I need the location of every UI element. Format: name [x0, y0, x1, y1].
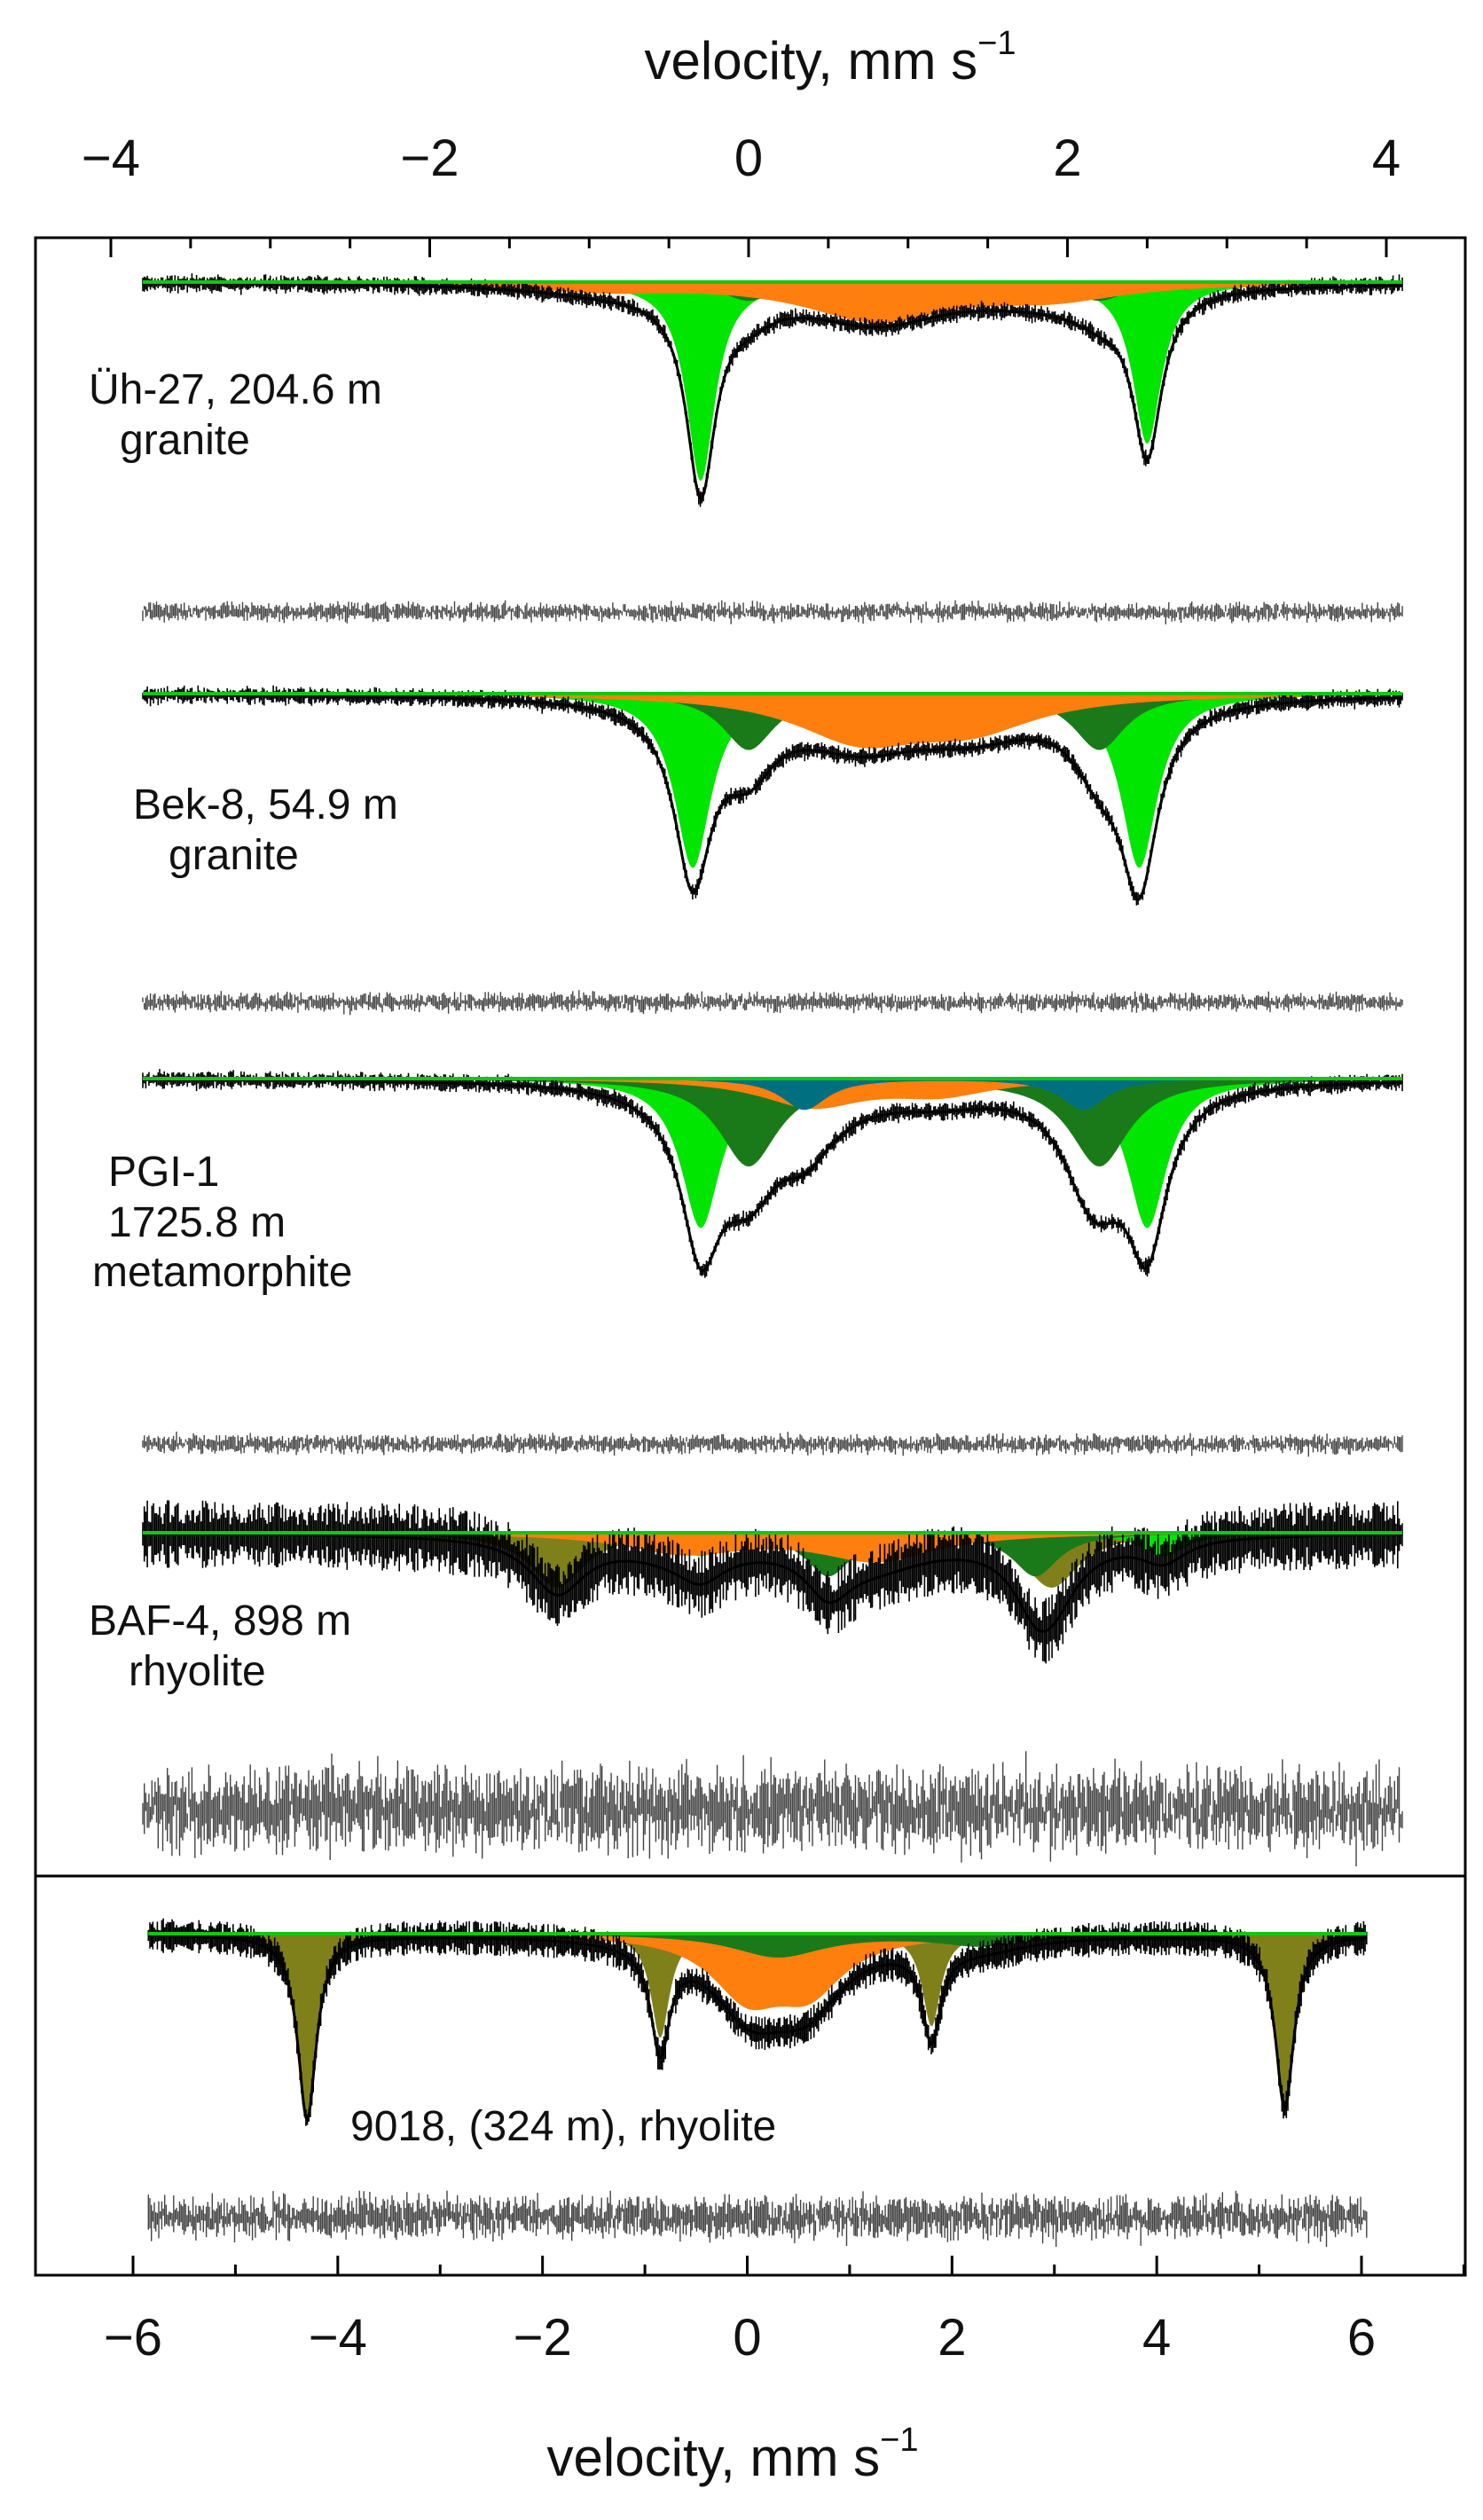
- label-9018: 9018, (324 m), rhyolite: [350, 2102, 776, 2153]
- residuals-1: [142, 990, 1403, 1016]
- label-uh27-line1: Üh-27, 204.6 m: [89, 366, 382, 413]
- bottom-tick-label: −4: [309, 2309, 367, 2367]
- bottom-axis-title: velocity, mm s−1: [546, 2422, 919, 2487]
- fit-envelope-4: [148, 1934, 1367, 2123]
- label-pgi1-line1: PGI-1: [108, 1149, 220, 1196]
- label-9018-line1: 9018, (324 m), rhyolite: [350, 2103, 777, 2150]
- component-broad-orange-2: [143, 1079, 1402, 1110]
- spectrum-bek-8: [142, 685, 1403, 1016]
- label-pgi1-line3: metamorphite: [92, 1249, 353, 1297]
- label-pgi1-line2: 1725.8 m: [108, 1198, 286, 1246]
- component-doublet-green-2: [143, 1079, 1402, 1229]
- bottom-tick-label: 2: [938, 2309, 966, 2367]
- component-doublet-green-1: [143, 694, 1402, 868]
- component-doublet-green-0: [143, 282, 1402, 482]
- spectrum-pgi-1: [142, 1069, 1403, 1457]
- top-tick-label: 4: [1372, 130, 1401, 187]
- plot-frame: [34, 236, 1467, 2277]
- label-bek8-line2: granite: [169, 831, 299, 879]
- residuals-4: [147, 2190, 1368, 2248]
- label-bek8-line1: Bek-8, 54.9 m: [133, 781, 398, 828]
- label-pgi1: PGI-1 1725.8 m metamorphite: [92, 1148, 352, 1299]
- label-uh27: Üh-27, 204.6 m granite: [89, 365, 382, 466]
- fit-envelope-2: [143, 1078, 1403, 1273]
- fit-envelope-3: [143, 1532, 1402, 1633]
- component-doublet-green-3: [143, 1533, 1402, 1557]
- bottom-tick-label: 6: [1347, 2309, 1376, 2367]
- component-doublet-teal-2: [143, 1079, 1402, 1111]
- component-broad-orange-1: [143, 694, 1402, 749]
- label-baf4-line1: BAF-4, 898 m: [89, 1598, 352, 1645]
- label-baf4-line2: rhyolite: [129, 1647, 266, 1695]
- bottom-tick-label: 0: [733, 2309, 761, 2367]
- top-tick-label: 2: [1053, 130, 1081, 187]
- label-baf4: BAF-4, 898 m rhyolite: [89, 1597, 351, 1697]
- fit-envelope-1: [143, 694, 1403, 901]
- label-uh27-line2: granite: [120, 416, 250, 464]
- residuals-3: [142, 1751, 1403, 1867]
- residuals-0: [142, 600, 1403, 624]
- axes-layer: −4 −2 0 2 4 −6 −4 −2 0 2 4 6: [34, 130, 1467, 2367]
- spectrum--h-27: [142, 273, 1403, 624]
- top-tick-label: −2: [400, 130, 459, 187]
- bottom-tick-label: 4: [1142, 2309, 1171, 2367]
- component-broad-orange-0: [143, 282, 1402, 324]
- bottom-tick-label: −6: [104, 2309, 162, 2367]
- top-tick-label: −4: [82, 130, 140, 187]
- fit-envelope-0: [143, 281, 1402, 500]
- spectrum-baf-4: [142, 1500, 1403, 1867]
- top-tick-label: 0: [734, 130, 763, 187]
- component-broad-orange-4: [148, 1934, 1367, 2011]
- label-bek8: Bek-8, 54.9 m granite: [133, 781, 398, 881]
- spectra-layer: [142, 273, 1403, 2248]
- component-broad-darkgreen-4: [148, 1934, 1367, 1958]
- component-doublet-olive-3: [143, 1533, 1402, 1588]
- top-axis-title: velocity, mm s−1: [644, 25, 1016, 90]
- spectrum-9018: [147, 1918, 1368, 2248]
- bottom-tick-label: −2: [514, 2309, 572, 2367]
- residuals-2: [142, 1432, 1403, 1457]
